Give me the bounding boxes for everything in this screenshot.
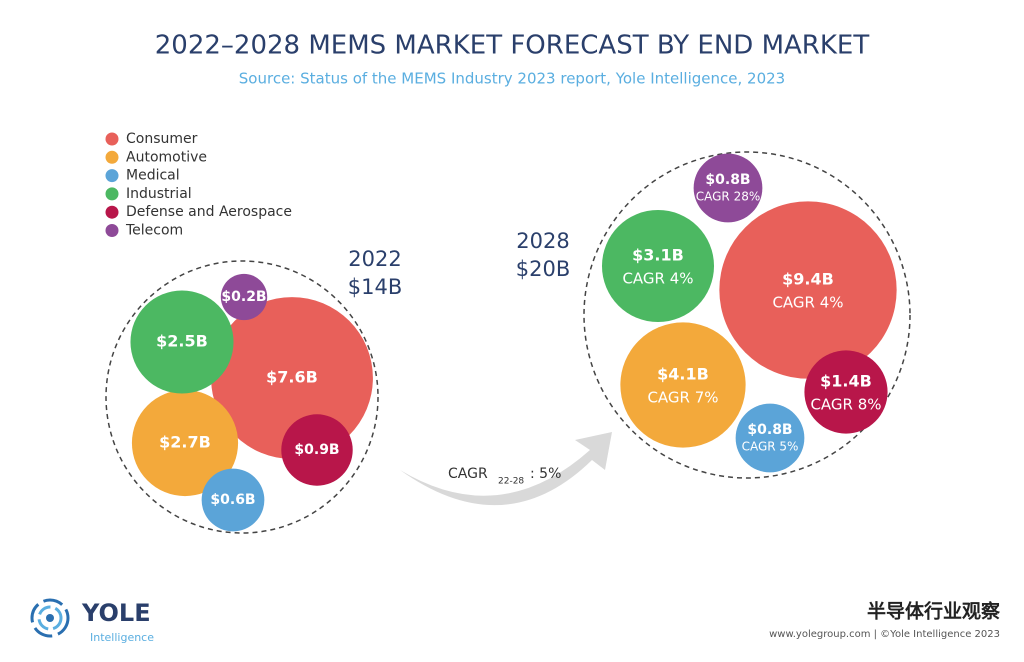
value-label: $7.6B	[266, 368, 318, 387]
legend-swatch	[105, 224, 119, 237]
legend-label: Telecom	[125, 223, 183, 239]
value-label: $0.9B	[294, 442, 339, 458]
bubble	[130, 290, 234, 394]
value-label: $2.5B	[156, 332, 208, 351]
total-label: $14B	[348, 275, 403, 299]
bubble	[201, 468, 265, 532]
logo	[30, 598, 70, 638]
cagr-label: CAGR 5%	[742, 440, 799, 454]
legend-swatch	[105, 132, 119, 146]
value-label: $2.7B	[159, 433, 211, 452]
total-label: $20B	[516, 257, 571, 281]
title: 2022–2028 MEMS MARKET FORECAST BY END MA…	[155, 31, 870, 61]
watermark: 半导体行业观察	[867, 600, 1001, 623]
value-label: $0.8B	[705, 172, 750, 188]
legend-label: Automotive	[126, 149, 207, 165]
legend-label: Defense and Aerospace	[126, 204, 292, 220]
logo-text: YOLE	[81, 599, 151, 627]
cagr-label: CAGR 7%	[647, 389, 718, 407]
value-label: $4.1B	[657, 365, 709, 384]
legend-swatch	[105, 187, 119, 201]
year-label: 2028	[516, 229, 569, 253]
year-label: 2022	[348, 247, 401, 271]
subtitle: Source: Status of the MEMS Industry 2023…	[239, 70, 785, 88]
cagr-prefix: CAGR	[448, 466, 488, 482]
value-label: $1.4B	[820, 372, 872, 391]
cluster-outline	[583, 151, 911, 479]
value-label: $0.6B	[210, 492, 255, 508]
cagr-period: 22-28	[498, 477, 524, 487]
bubble	[220, 273, 268, 321]
cluster-outline	[105, 260, 379, 534]
legend-swatch	[105, 205, 119, 219]
value-label: $3.1B	[632, 246, 684, 265]
bubble	[719, 201, 897, 379]
legend-label: Medical	[126, 168, 180, 184]
logo-sub: Intelligence	[90, 631, 154, 644]
legend-swatch	[105, 169, 119, 183]
bubble	[804, 350, 888, 434]
value-label: $9.4B	[782, 270, 834, 289]
value-label: $0.2B	[221, 289, 266, 305]
cagr-label: CAGR 8%	[810, 396, 881, 414]
bubble	[601, 209, 715, 323]
bubble	[620, 322, 746, 448]
bubble	[131, 389, 239, 497]
legend-label: Consumer	[126, 131, 198, 147]
bubble	[693, 153, 763, 223]
credit: www.yolegroup.com | ©Yole Intelligence 2…	[769, 629, 1000, 640]
cagr-value: : 5%	[530, 466, 561, 482]
legend-swatch	[105, 150, 119, 164]
cagr-label: CAGR 4%	[772, 294, 843, 312]
bubble	[281, 414, 353, 486]
legend-label: Industrial	[126, 186, 192, 202]
cagr-label: CAGR 28%	[696, 190, 761, 204]
bubble	[735, 403, 805, 473]
cagr-label: CAGR 4%	[622, 270, 693, 288]
value-label: $0.8B	[747, 422, 792, 438]
growth-arrow	[400, 432, 612, 506]
